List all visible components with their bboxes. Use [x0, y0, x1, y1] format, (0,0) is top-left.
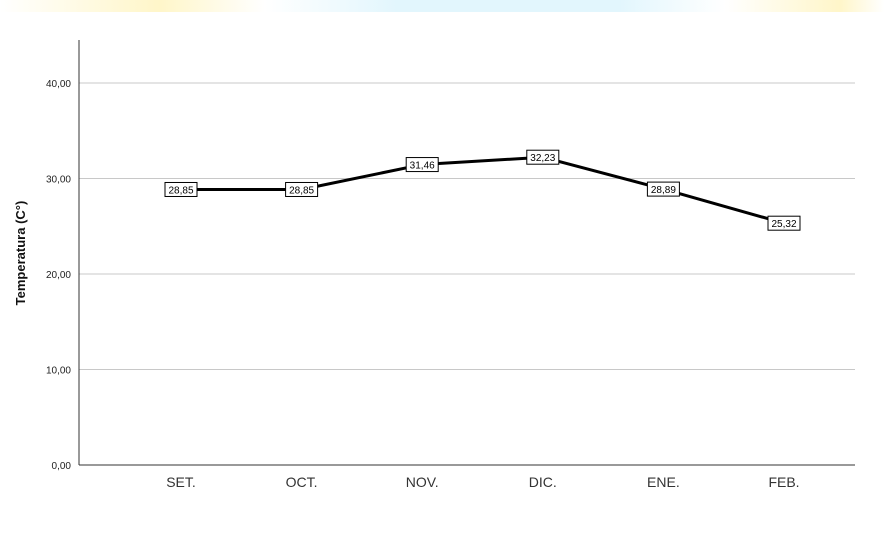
data-label: 32,23 — [526, 149, 560, 165]
top-watermark-band — [0, 0, 884, 12]
y-axis-ticks: 0,00 10,00 20,00 30,00 40,00 — [46, 79, 71, 472]
x-tick-label: FEB. — [768, 474, 799, 490]
data-label-text: 32,23 — [530, 153, 555, 164]
series-line-temperatura — [181, 155, 785, 225]
y-tick-label: 40,00 — [46, 79, 71, 90]
data-label-box — [526, 149, 560, 165]
data-label-box — [405, 157, 439, 173]
data-label: 28,89 — [646, 181, 680, 197]
x-tick-label: SET. — [166, 474, 196, 490]
x-tick-label: OCT. — [286, 474, 318, 490]
data-labels: 28,85 28,85 31,46 32,23 28,89 25,32 — [164, 149, 801, 231]
data-label: 28,85 — [285, 181, 319, 197]
data-label-text: 25,32 — [771, 219, 796, 230]
y-axis-label: Temperatura (C°) — [13, 201, 28, 306]
x-tick-label: NOV. — [406, 474, 439, 490]
y-tick-label: 0,00 — [52, 461, 72, 472]
data-label-text: 28,85 — [168, 185, 193, 196]
gridlines — [79, 82, 855, 370]
data-label-box — [164, 181, 198, 197]
data-label-text: 28,89 — [651, 185, 676, 196]
data-label: 28,85 — [164, 181, 198, 197]
data-label-box — [646, 181, 680, 197]
data-label-text: 28,85 — [289, 185, 314, 196]
y-tick-label: 10,00 — [46, 366, 71, 377]
data-label-text: 31,46 — [410, 161, 435, 172]
data-label: 25,32 — [767, 215, 801, 231]
x-tick-label: DIC. — [529, 474, 557, 490]
y-tick-label: 30,00 — [46, 175, 71, 186]
x-axis-ticks: SET. OCT. NOV. DIC. ENE. FEB. — [166, 474, 799, 490]
data-label: 31,46 — [405, 157, 439, 173]
data-label-box — [767, 215, 801, 231]
y-tick-label: 20,00 — [46, 270, 71, 281]
data-label-box — [285, 181, 319, 197]
x-tick-label: ENE. — [647, 474, 680, 490]
